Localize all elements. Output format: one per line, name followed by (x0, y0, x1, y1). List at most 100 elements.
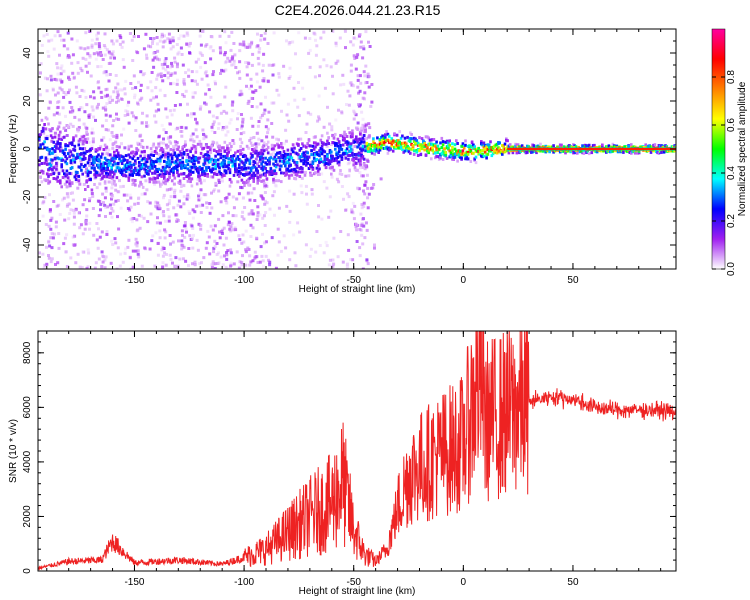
spectrogram-cell (175, 82, 179, 86)
spectrogram-cell (169, 242, 172, 246)
spectrogram-cell (218, 230, 221, 234)
spectrogram-cell (111, 243, 115, 246)
spectrogram-cell (72, 215, 76, 219)
spectrogram-cell (286, 156, 290, 159)
spectrogram-cell (109, 172, 112, 176)
spectrogram-cell (348, 154, 351, 157)
spectrogram-cell (240, 241, 244, 245)
spectrogram-cell (129, 82, 133, 85)
spectrogram-cell (173, 191, 176, 194)
spectrogram-cell (355, 228, 359, 232)
spectrogram-cell (274, 266, 278, 269)
spectrogram-cell (365, 81, 369, 84)
spectrogram-cell (81, 232, 85, 236)
spectrogram-cell (305, 160, 308, 164)
spectrogram-cell (86, 70, 89, 74)
spectrogram-cell (58, 53, 61, 57)
spectrogram-cell (201, 173, 204, 176)
spectrogram-cell (82, 89, 86, 93)
spectrogram-cell (364, 81, 367, 85)
spectrogram-cell (231, 157, 234, 161)
spectrogram-cell (149, 212, 153, 216)
spectrogram-cell (43, 196, 47, 200)
spectrogram-cell (451, 145, 454, 149)
spectrogram-cell (168, 234, 172, 237)
spectrogram-cell (163, 251, 167, 255)
spectrogram-cell (317, 151, 321, 155)
spectrogram-cell (159, 72, 163, 76)
spectrogram-cell (230, 145, 233, 148)
spectrogram-cell (240, 260, 244, 264)
spectrogram-cell (359, 159, 362, 163)
spectrogram-cell (103, 258, 107, 262)
spectrogram-cell (370, 100, 374, 104)
spectrogram-cell (349, 81, 353, 85)
spectrogram-cell (157, 72, 161, 76)
x-tick-label: -100 (234, 577, 254, 588)
spectrogram-cell (465, 155, 469, 159)
spectrogram-cell (252, 179, 255, 183)
spectrogram-cell (266, 170, 270, 174)
spectrogram-cell (164, 219, 168, 223)
spectrogram-cell (347, 141, 350, 145)
spectrogram-cell (255, 218, 259, 221)
spectrogram-cell (405, 142, 408, 146)
spectrogram-cell (107, 153, 111, 157)
spectrogram-cell (95, 37, 99, 41)
spectrogram-cell (427, 151, 430, 155)
spectrogram-cell (346, 162, 350, 166)
spectrogram-cell (247, 99, 251, 103)
spectrogram-cell (64, 128, 68, 132)
spectrogram-cell (134, 116, 138, 120)
spectrogram-cell (298, 148, 302, 152)
spectrogram-cell (162, 137, 165, 141)
spectrogram-cell (163, 228, 167, 232)
spectrogram-cell (76, 252, 80, 256)
spectrogram-cell (317, 94, 321, 98)
spectrogram-cell (526, 150, 529, 154)
spectrogram-cell (371, 186, 375, 190)
spectrogram-cell (127, 100, 131, 104)
spectrogram-cell (347, 157, 350, 161)
spectrogram-cell (101, 171, 104, 175)
spectrogram-cell (229, 251, 233, 255)
spectrogram-cell (145, 121, 148, 125)
spectrogram-cell (93, 166, 96, 170)
spectrogram-cell (156, 49, 160, 53)
spectrogram-cell (119, 206, 123, 210)
spectrogram-cell (97, 80, 100, 84)
spectrogram-cell (423, 142, 426, 146)
spectrogram-cell (217, 251, 220, 255)
spectrogram-cell (330, 125, 334, 129)
spectrogram-cell (90, 144, 94, 148)
spectrogram-cell (218, 170, 221, 174)
spectrogram-cell (223, 30, 227, 34)
spectrogram-cell (75, 91, 79, 95)
spectrogram-cell (52, 232, 56, 236)
spectrogram-cell (461, 142, 465, 146)
spectrogram-cell (283, 142, 286, 146)
spectrogram-cell (307, 155, 311, 159)
spectrogram-cell (175, 265, 179, 269)
spectrogram-cell (172, 206, 176, 210)
spectrogram-cell (217, 181, 221, 184)
spectrogram-cell (100, 265, 104, 268)
spectrogram-cell (224, 265, 228, 269)
spectrogram-cell (286, 148, 290, 152)
spectrogram-cell (171, 240, 175, 244)
spectrogram-cell (211, 175, 215, 179)
spectrogram-cell (146, 167, 150, 171)
spectrogram-cell (277, 144, 280, 148)
spectrogram-cell (126, 159, 129, 163)
spectrogram-cell (185, 156, 189, 160)
spectrogram-cell (224, 41, 228, 45)
spectrogram-cell (315, 151, 319, 155)
spectrogram-cell (95, 51, 99, 55)
spectrogram-cell (322, 142, 325, 146)
spectrogram-cell (55, 62, 59, 66)
spectrogram-cell (55, 177, 58, 181)
spectrogram-cell (574, 145, 578, 149)
spectrogram-cell (152, 162, 155, 166)
spectrogram-cell (156, 170, 159, 174)
spectrogram-cell (90, 188, 94, 192)
